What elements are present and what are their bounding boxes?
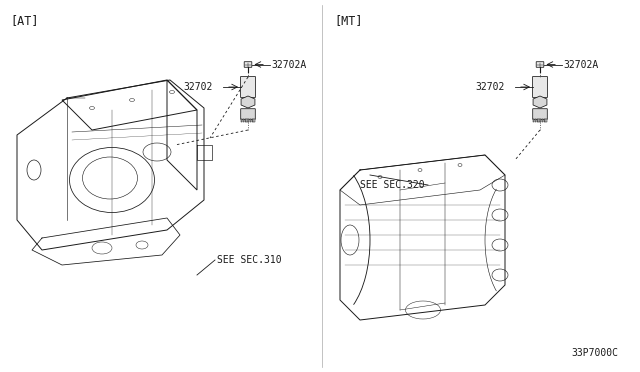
Text: SEE SEC.310: SEE SEC.310: [217, 255, 282, 265]
FancyBboxPatch shape: [244, 62, 252, 67]
Bar: [545, 119, 547, 122]
Bar: [535, 119, 536, 122]
Bar: [252, 119, 253, 122]
Bar: [540, 119, 541, 122]
Bar: [250, 119, 251, 122]
Bar: [246, 119, 248, 122]
Bar: [244, 119, 246, 122]
Bar: [253, 119, 255, 122]
Text: 32702A: 32702A: [563, 60, 598, 70]
Bar: [243, 119, 244, 122]
Bar: [241, 119, 243, 122]
Text: 32702: 32702: [475, 82, 504, 92]
Bar: [541, 119, 543, 122]
Polygon shape: [533, 96, 547, 108]
Text: [MT]: [MT]: [334, 14, 362, 27]
Bar: [533, 119, 534, 122]
FancyBboxPatch shape: [241, 109, 255, 119]
Text: 33P7000C: 33P7000C: [571, 348, 618, 358]
FancyBboxPatch shape: [241, 77, 255, 97]
FancyBboxPatch shape: [536, 62, 544, 67]
Bar: [538, 119, 540, 122]
Bar: [543, 119, 545, 122]
Text: [AT]: [AT]: [10, 14, 38, 27]
FancyBboxPatch shape: [532, 77, 547, 97]
Text: 32702: 32702: [183, 82, 212, 92]
Text: 32702A: 32702A: [271, 60, 307, 70]
Text: SEE SEC.320: SEE SEC.320: [360, 180, 424, 190]
Bar: [248, 119, 249, 122]
FancyBboxPatch shape: [532, 109, 547, 119]
Polygon shape: [241, 96, 255, 108]
Bar: [536, 119, 538, 122]
